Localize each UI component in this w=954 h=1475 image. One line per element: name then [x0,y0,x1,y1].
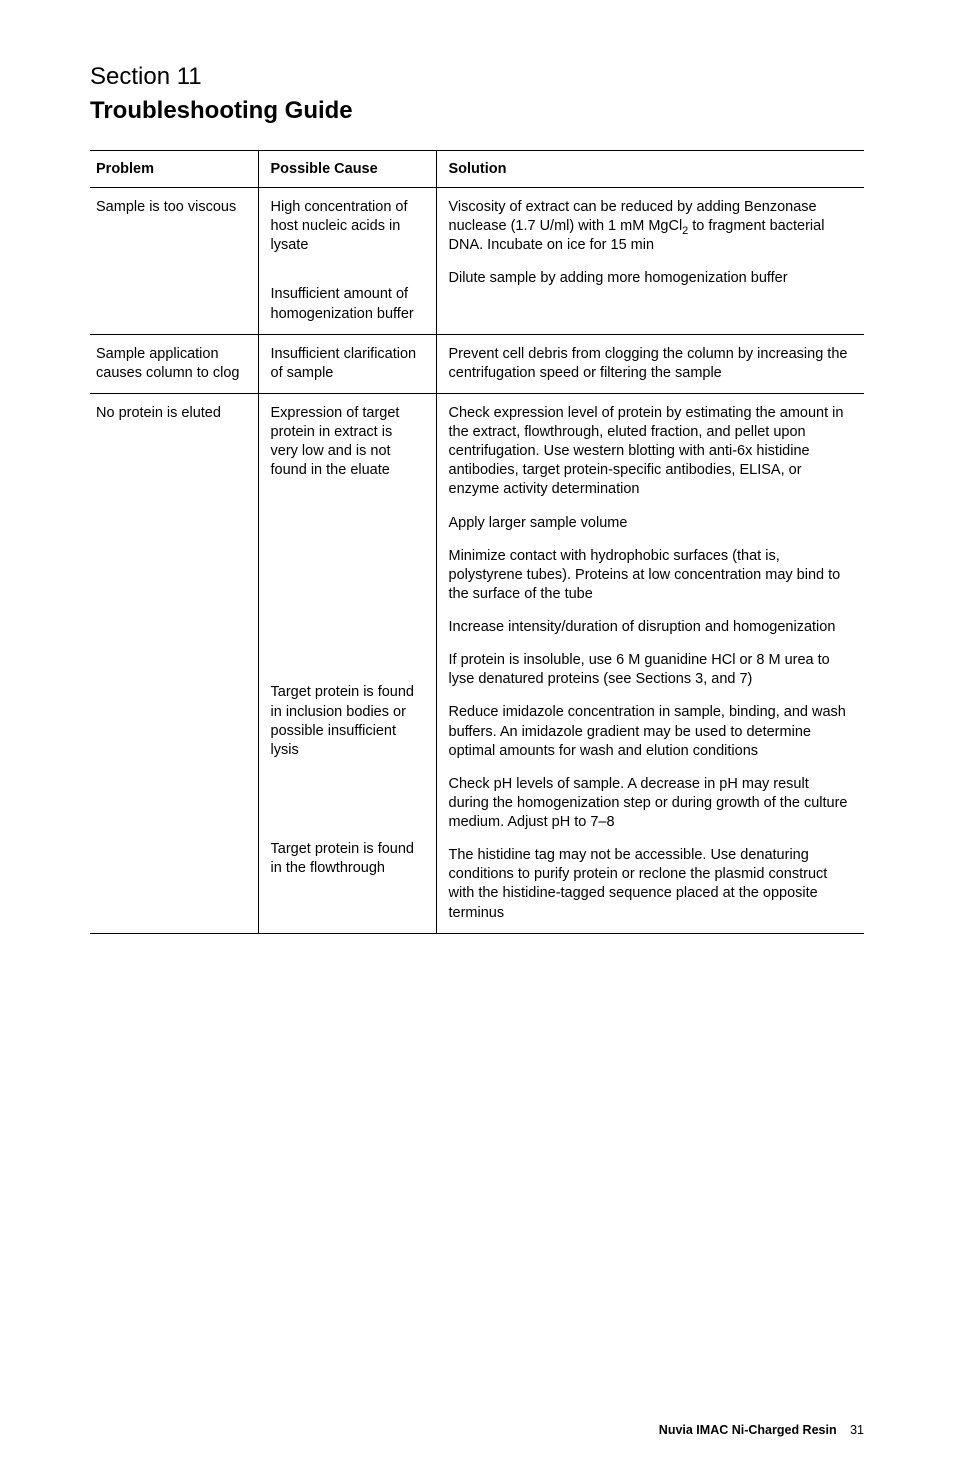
text: Minimize contact with hydrophobic surfac… [449,547,853,604]
text: The histidine tag may not be accessible.… [449,846,853,923]
text: Check expression level of protein by est… [449,404,853,500]
text: Insufficient amount of homogenization bu… [271,285,424,323]
section-label: Section 11 [90,62,864,92]
cell-solution: Prevent cell debris from clogging the co… [436,334,864,393]
text: Increase intensity/duration of disruptio… [449,618,853,637]
text: Viscosity of extract can be reduced by a… [449,198,853,255]
troubleshooting-table: Problem Possible Cause Solution Sample i… [90,150,864,934]
text: Reduce imidazole concentration in sample… [449,703,853,760]
th-cause: Possible Cause [258,151,436,188]
text: No protein is eluted [96,404,246,423]
th-problem: Problem [90,151,258,188]
text: Expression of target protein in extract … [271,404,424,481]
footer-page-number: 31 [850,1423,864,1437]
table-row: Sample is too viscous High concentration… [90,188,864,335]
text: Apply larger sample volume [449,514,853,533]
text: Target protein is found in the flowthrou… [271,840,424,878]
section-title: Troubleshooting Guide [90,96,864,126]
th-solution: Solution [436,151,864,188]
cell-cause: Expression of target protein in extract … [258,393,436,933]
text: Check pH levels of sample. A decrease in… [449,775,853,832]
cell-problem: Sample is too viscous [90,188,258,335]
cell-cause: Insufficient clarification of sample [258,334,436,393]
text: If protein is insoluble, use 6 M guanidi… [449,651,853,689]
cell-solution: Viscosity of extract can be reduced by a… [436,188,864,335]
cell-problem: No protein is eluted [90,393,258,933]
table-header-row: Problem Possible Cause Solution [90,151,864,188]
cell-solution: Check expression level of protein by est… [436,393,864,933]
table-row: No protein is eluted Expression of targe… [90,393,864,933]
table-row: Sample application causes column to clog… [90,334,864,393]
page: Section 11 Troubleshooting Guide Problem… [0,0,954,1475]
text: Sample is too viscous [96,198,246,217]
text: Dilute sample by adding more homogenizat… [449,269,853,288]
page-footer: Nuvia IMAC Ni-Charged Resin 31 [659,1423,864,1437]
footer-product: Nuvia IMAC Ni-Charged Resin [659,1423,837,1437]
cell-problem: Sample application causes column to clog [90,334,258,393]
text: High concentration of host nucleic acids… [271,198,424,255]
text: Target protein is found in inclusion bod… [271,683,424,760]
cell-cause: High concentration of host nucleic acids… [258,188,436,335]
